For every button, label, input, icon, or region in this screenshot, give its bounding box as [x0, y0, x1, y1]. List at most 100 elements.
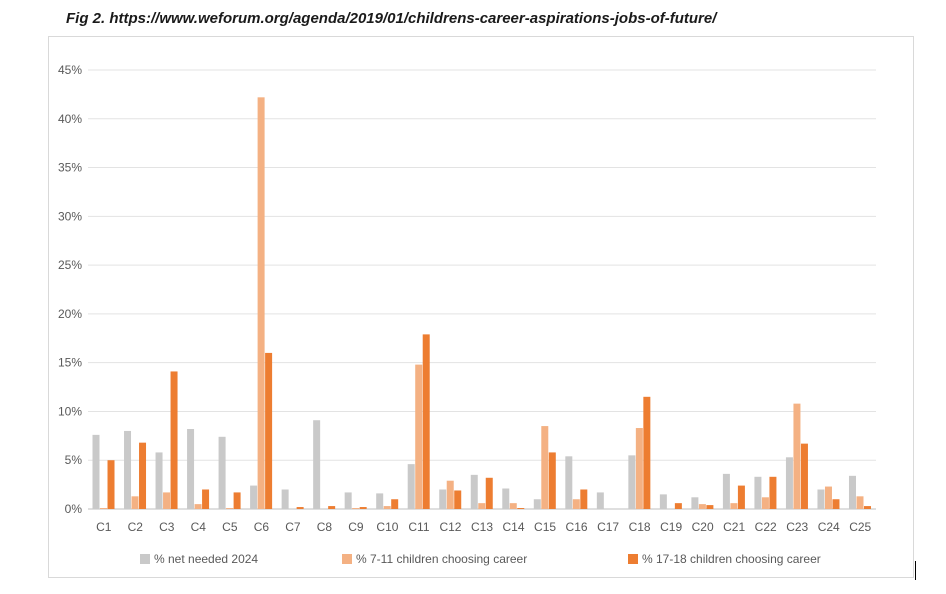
- x-category-label: C9: [348, 520, 364, 534]
- legend-swatch: [140, 554, 150, 564]
- bar: [107, 460, 115, 509]
- x-category-label: C23: [786, 520, 808, 534]
- legend-label: % 7-11 children choosing career: [356, 552, 527, 566]
- bar: [722, 473, 730, 509]
- bar: [478, 503, 486, 509]
- x-category-label: C22: [755, 520, 777, 534]
- x-category-label: C16: [566, 520, 588, 534]
- bar: [761, 497, 769, 509]
- x-category-label: C11: [408, 520, 429, 534]
- bar: [485, 477, 493, 509]
- x-category-label: C3: [159, 520, 175, 534]
- bar: [674, 503, 682, 509]
- legend-swatch: [628, 554, 638, 564]
- y-tick-label: 10%: [58, 404, 82, 418]
- bar: [832, 499, 840, 509]
- figure-caption: Fig 2. https://www.weforum.org/agenda/20…: [66, 10, 717, 27]
- x-category-label: C21: [723, 520, 745, 534]
- bar: [596, 492, 604, 509]
- x-category-label: C8: [317, 520, 333, 534]
- bar: [848, 475, 856, 509]
- bar: [226, 508, 234, 509]
- x-category-label: C2: [128, 520, 144, 534]
- bar: [517, 508, 525, 509]
- bar: [533, 499, 541, 509]
- bar: [817, 489, 825, 509]
- bar: [352, 508, 360, 509]
- x-category-label: C17: [597, 520, 619, 534]
- bar: [628, 455, 636, 509]
- bar: [100, 508, 108, 509]
- text-cursor-mark: [915, 561, 916, 580]
- x-category-label: C13: [471, 520, 493, 534]
- bar: [359, 507, 367, 509]
- bar: [187, 429, 195, 509]
- bar: [313, 420, 321, 509]
- legend-swatch: [342, 554, 352, 564]
- bar: [470, 474, 478, 509]
- bar: [863, 506, 871, 509]
- y-tick-label: 5%: [65, 453, 83, 467]
- bar: [257, 97, 265, 509]
- bar: [131, 496, 139, 509]
- y-tick-label: 15%: [58, 356, 82, 370]
- bar: [202, 489, 210, 509]
- bar: [454, 490, 462, 509]
- y-tick-label: 25%: [58, 258, 82, 272]
- bar: [541, 426, 549, 509]
- bar: [439, 489, 447, 509]
- legend: % net needed 2024 % 7-11 children choosin…: [140, 552, 821, 566]
- x-category-label: C7: [285, 520, 301, 534]
- bar: [163, 492, 171, 509]
- x-category-label: C19: [660, 520, 682, 534]
- bar: [391, 499, 399, 509]
- bar: [233, 492, 241, 509]
- bar: [635, 428, 643, 509]
- x-category-label: C1: [96, 520, 112, 534]
- legend-label: % 17-18 children choosing career: [642, 552, 821, 566]
- x-category-label: C20: [692, 520, 714, 534]
- bar: [218, 436, 226, 509]
- bars: [92, 97, 871, 509]
- x-category-label: C14: [503, 520, 525, 534]
- bar: [785, 457, 793, 509]
- bar: [265, 352, 273, 509]
- bar: [769, 476, 777, 509]
- bar: [170, 371, 178, 509]
- bar: [754, 476, 762, 509]
- bar: [92, 434, 100, 509]
- bar: [691, 497, 699, 509]
- bar: [139, 442, 147, 509]
- bar: [565, 456, 573, 509]
- bar: [856, 496, 864, 509]
- bar: [706, 505, 714, 509]
- x-category-label: C12: [439, 520, 461, 534]
- gridlines: [88, 69, 876, 510]
- x-category-label: C10: [376, 520, 398, 534]
- bar: [580, 489, 588, 509]
- bar: [407, 464, 415, 509]
- bar: [124, 430, 132, 509]
- bar: [422, 334, 430, 509]
- bar: [737, 485, 745, 509]
- bar: [296, 507, 304, 509]
- bar: [730, 503, 738, 509]
- bar: [793, 403, 801, 509]
- x-category-label: C6: [254, 520, 270, 534]
- bar: [643, 396, 651, 509]
- bar: [800, 443, 808, 509]
- bar: [376, 493, 384, 509]
- y-tick-label: 0%: [65, 502, 83, 516]
- bar: [548, 452, 556, 509]
- bar: [446, 480, 454, 509]
- x-category-label: C25: [849, 520, 871, 534]
- bar: [194, 504, 202, 509]
- x-category-label: C5: [222, 520, 238, 534]
- y-axis-tick-labels: 0% 5% 10% 15% 20% 25% 30% 35% 40% 45%: [58, 63, 82, 516]
- y-tick-label: 30%: [58, 209, 82, 223]
- y-tick-label: 35%: [58, 161, 82, 175]
- bar: [824, 486, 832, 509]
- bar: [659, 494, 667, 509]
- bar: [698, 504, 706, 509]
- y-tick-label: 45%: [58, 63, 82, 77]
